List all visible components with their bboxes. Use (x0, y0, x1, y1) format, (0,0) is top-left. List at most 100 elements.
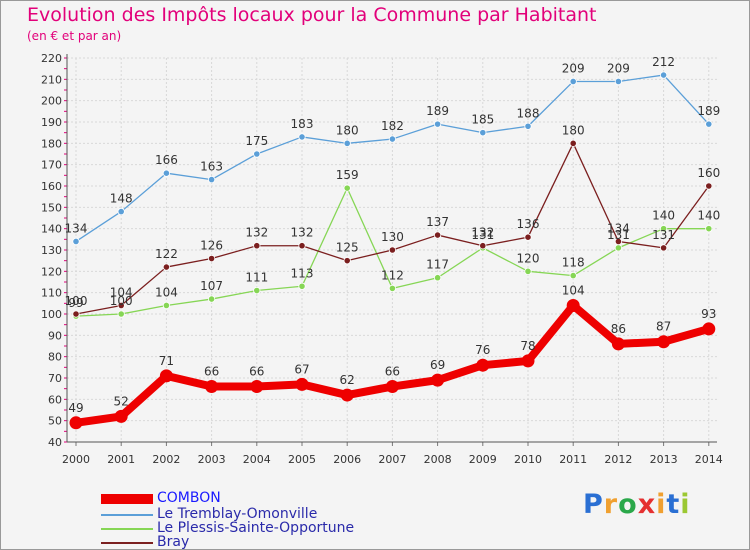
data-label: 209 (607, 61, 630, 75)
data-point (706, 225, 712, 231)
data-label: 183 (291, 117, 314, 131)
data-label: 188 (517, 106, 540, 120)
data-label: 134 (65, 221, 88, 235)
logo-letter: o (618, 489, 638, 520)
y-tick-label: 220 (41, 52, 62, 65)
data-point (660, 72, 666, 78)
data-point (386, 380, 399, 393)
y-tick-label: 130 (41, 244, 62, 257)
data-point (434, 232, 440, 238)
data-point (299, 283, 305, 289)
data-label: 49 (68, 401, 83, 415)
data-point (612, 337, 625, 350)
data-point (299, 243, 305, 249)
data-point (160, 369, 173, 382)
y-tick-label: 60 (48, 393, 62, 406)
data-label: 159 (336, 168, 359, 182)
data-point (657, 335, 670, 348)
data-label: 163 (200, 160, 223, 174)
data-label: 160 (697, 166, 720, 180)
data-label: 69 (430, 358, 445, 372)
data-point (615, 78, 621, 84)
data-point (522, 354, 535, 367)
data-point (389, 285, 395, 291)
data-point (299, 134, 305, 140)
data-label: 125 (336, 241, 359, 255)
data-point (70, 416, 83, 429)
data-point (525, 268, 531, 274)
data-point (344, 185, 350, 191)
data-label: 120 (517, 251, 540, 265)
data-label: 175 (245, 134, 268, 148)
data-label: 212 (652, 55, 675, 69)
legend-swatch (101, 528, 153, 530)
line-chart: 4050607080901001101201301401501601701801… (1, 1, 749, 549)
y-tick-label: 110 (41, 287, 62, 300)
data-label: 66 (249, 365, 264, 379)
y-tick-label: 100 (41, 308, 62, 321)
data-label: 148 (110, 192, 133, 206)
data-label: 76 (475, 343, 490, 357)
y-tick-label: 150 (41, 201, 62, 214)
data-label: 166 (155, 153, 178, 167)
data-point (525, 123, 531, 129)
data-point (434, 121, 440, 127)
data-point (570, 272, 576, 278)
y-tick-label: 170 (41, 159, 62, 172)
data-point (431, 374, 444, 387)
data-point (660, 245, 666, 251)
data-point (476, 359, 489, 372)
data-label: 136 (517, 217, 540, 231)
legend-label: Bray (157, 534, 189, 550)
y-tick-label: 50 (48, 415, 62, 428)
x-tick-label: 2007 (378, 453, 406, 466)
x-tick-label: 2006 (333, 453, 361, 466)
data-point (73, 311, 79, 317)
legend-label: COMBON (157, 490, 221, 506)
y-tick-label: 40 (48, 436, 62, 449)
data-label: 86 (611, 322, 626, 336)
x-tick-label: 2005 (288, 453, 316, 466)
data-point (525, 234, 531, 240)
data-point (480, 129, 486, 135)
data-label: 131 (652, 228, 675, 242)
data-label: 140 (697, 209, 720, 223)
x-tick-label: 2013 (650, 453, 678, 466)
data-point (254, 287, 260, 293)
y-tick-label: 180 (41, 137, 62, 150)
data-label: 130 (381, 230, 404, 244)
legend-swatch (101, 542, 153, 544)
data-label: 180 (562, 123, 585, 137)
x-tick-label: 2002 (152, 453, 180, 466)
y-tick-label: 70 (48, 372, 62, 385)
legend-swatch (101, 494, 153, 504)
data-label: 87 (656, 320, 671, 334)
data-point (208, 176, 214, 182)
data-label: 180 (336, 123, 359, 137)
data-point (702, 322, 715, 335)
data-point (118, 311, 124, 317)
data-label: 112 (381, 268, 404, 282)
x-tick-label: 2000 (62, 453, 90, 466)
data-label: 104 (110, 285, 133, 299)
data-point (254, 151, 260, 157)
x-tick-label: 2004 (243, 453, 271, 466)
x-tick-label: 2012 (604, 453, 632, 466)
data-point (434, 275, 440, 281)
data-label: 209 (562, 61, 585, 75)
data-point (208, 255, 214, 261)
data-label: 117 (426, 258, 449, 272)
data-point (567, 299, 580, 312)
data-point (254, 243, 260, 249)
data-label: 66 (385, 365, 400, 379)
y-tick-label: 200 (41, 95, 62, 108)
data-label: 62 (340, 373, 355, 387)
logo-letter: P (583, 489, 604, 520)
data-point (296, 378, 309, 391)
data-point (706, 183, 712, 189)
data-label: 111 (245, 271, 268, 285)
data-label: 182 (381, 119, 404, 133)
logo-letter: r (604, 489, 618, 520)
proxiti-logo: Proxiti (583, 489, 691, 520)
data-label: 113 (291, 266, 314, 280)
